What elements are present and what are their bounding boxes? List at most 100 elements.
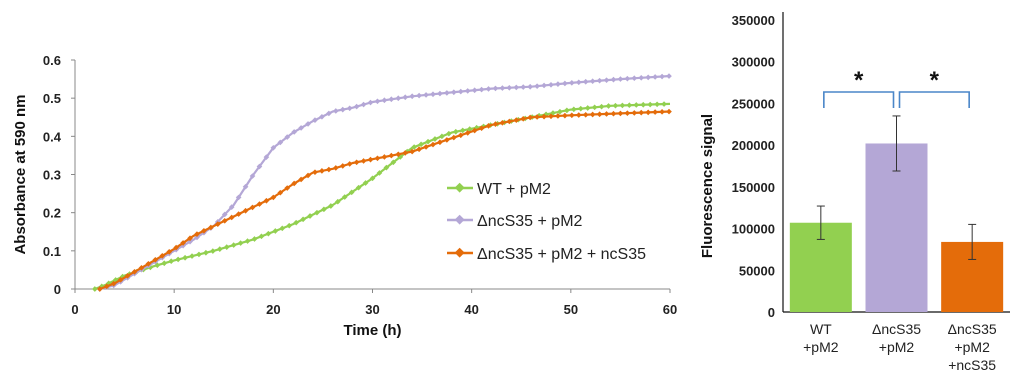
series-marker <box>575 79 582 86</box>
series-marker <box>145 260 152 267</box>
series-marker <box>216 246 223 252</box>
series-marker <box>131 268 138 275</box>
series-marker <box>534 114 540 120</box>
bar-y-tick-label: 350000 <box>732 13 775 28</box>
x-tick-label: 20 <box>266 302 280 317</box>
series-marker <box>360 158 367 164</box>
series-marker <box>409 93 415 100</box>
series-marker <box>478 86 485 93</box>
bar-y-tick-label: 0 <box>768 305 775 320</box>
y-tick-label: 0.6 <box>43 53 61 68</box>
bar-category-label: WT <box>810 321 832 337</box>
series-marker <box>513 117 520 123</box>
series-marker <box>367 156 374 163</box>
series-marker <box>457 132 464 139</box>
series-marker <box>201 227 207 234</box>
series-marker <box>286 222 293 229</box>
series-marker <box>478 125 485 132</box>
bar-y-tick-label: 50000 <box>739 263 775 278</box>
series-marker <box>258 233 265 240</box>
series-marker <box>633 102 640 108</box>
series-marker <box>541 82 547 89</box>
x-tick-label: 40 <box>464 302 478 317</box>
series-marker <box>485 123 492 129</box>
series-marker <box>159 252 166 259</box>
series-marker <box>612 102 619 109</box>
series-marker <box>353 103 360 110</box>
series-marker <box>369 175 376 182</box>
series-marker <box>499 85 506 91</box>
series-marker <box>223 244 230 250</box>
series-marker <box>446 130 452 137</box>
series-marker <box>416 146 422 153</box>
series-marker <box>626 102 633 109</box>
series-marker <box>346 161 353 167</box>
series-marker <box>173 244 179 251</box>
series-marker <box>305 172 311 179</box>
series-marker <box>450 89 457 96</box>
series-marker <box>339 106 346 113</box>
series-marker <box>272 228 279 234</box>
bar <box>865 143 928 312</box>
series-marker <box>444 90 450 96</box>
series-marker <box>321 206 327 213</box>
series-marker <box>210 248 216 254</box>
series-marker <box>423 92 429 98</box>
series-marker <box>381 154 388 160</box>
series-marker <box>506 118 513 125</box>
series-marker <box>348 189 355 196</box>
series-marker <box>326 110 332 117</box>
y-tick-label: 0 <box>54 282 61 297</box>
series-marker <box>228 214 235 221</box>
series-marker <box>270 194 277 201</box>
series-marker <box>659 109 665 115</box>
series-marker <box>425 138 431 145</box>
legend-entry: ΔncS35 + pM2 <box>477 213 583 230</box>
series-marker <box>423 144 429 150</box>
series-marker <box>314 209 320 216</box>
series-marker <box>374 98 381 105</box>
series-marker <box>527 83 534 90</box>
series-marker <box>341 194 348 200</box>
series-marker <box>328 203 334 209</box>
series-marker <box>305 121 311 127</box>
series-marker <box>221 211 228 218</box>
series-marker <box>411 144 417 150</box>
series-marker <box>161 260 168 267</box>
series-marker <box>591 104 598 111</box>
series-marker <box>568 79 575 86</box>
x-tick-label: 50 <box>564 302 578 317</box>
series-marker <box>610 76 617 83</box>
series-marker <box>631 75 638 82</box>
series-marker <box>631 110 638 116</box>
series-marker <box>166 248 173 255</box>
series-marker <box>180 240 186 246</box>
series-marker <box>610 110 617 117</box>
series-marker <box>416 92 422 99</box>
series-marker <box>251 236 258 242</box>
bar-y-tick-label: 200000 <box>732 138 775 153</box>
series-marker <box>557 108 563 115</box>
series-marker <box>265 230 272 237</box>
series-marker <box>298 125 304 131</box>
series-marker <box>555 113 561 119</box>
bar-y-tick-label: 300000 <box>732 55 775 70</box>
series-marker <box>464 130 471 136</box>
legend-swatch-marker <box>454 214 465 225</box>
series-marker <box>360 101 367 108</box>
series-marker <box>138 264 145 271</box>
series-marker <box>277 139 284 146</box>
series-marker <box>381 97 388 104</box>
series-marker <box>596 77 603 84</box>
series-marker <box>575 112 582 118</box>
series-marker <box>175 256 181 263</box>
series-marker <box>319 168 325 174</box>
series-marker <box>242 207 249 214</box>
series-3 <box>96 108 672 292</box>
series-marker <box>263 154 270 160</box>
series-marker <box>402 150 409 156</box>
series-marker <box>249 173 256 179</box>
series-marker <box>437 90 443 97</box>
bar-category-label: ΔncS35 <box>872 321 921 337</box>
series-marker <box>244 238 251 244</box>
